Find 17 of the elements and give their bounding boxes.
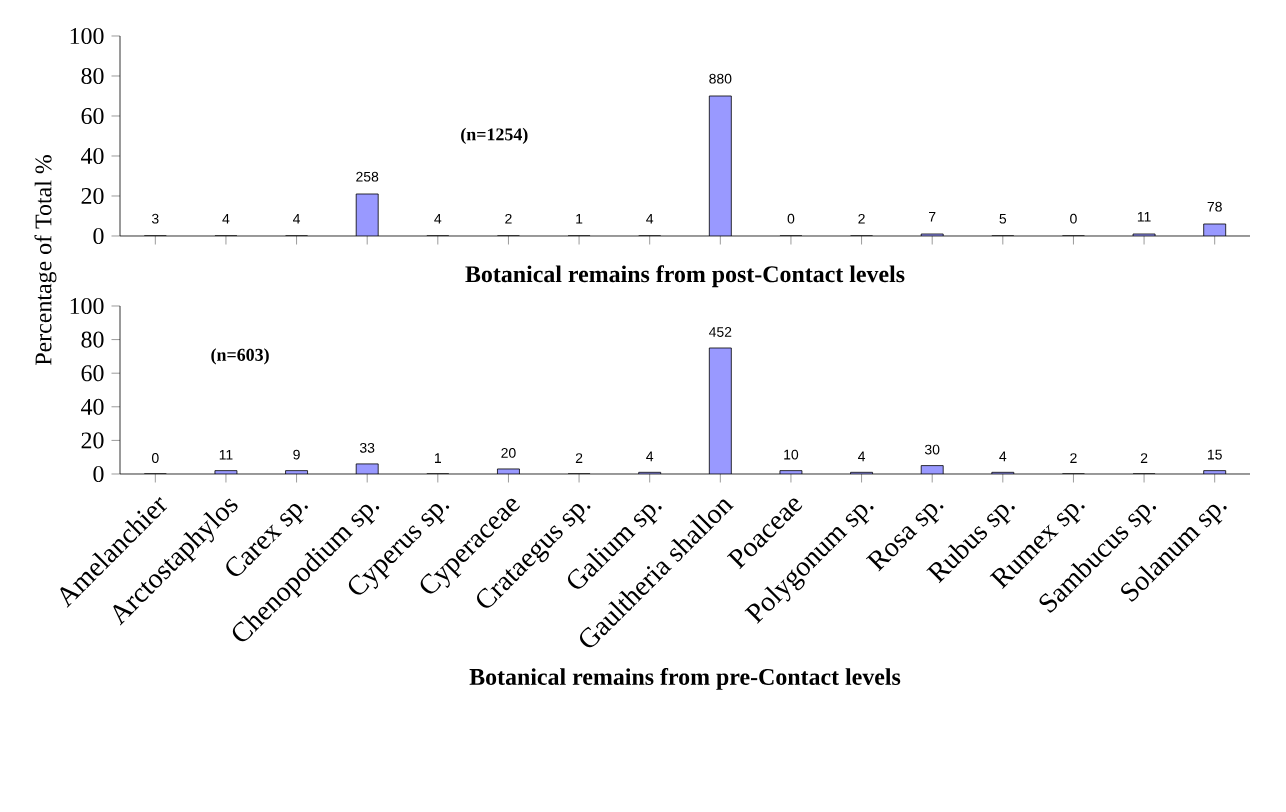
y-tick-label: 20 <box>81 187 104 205</box>
y-tick-label: 40 <box>81 147 104 165</box>
y-axis-title: Percentage of Total % <box>34 155 57 366</box>
x-axis-title: Botanical remains from pre-Contact levels <box>469 667 901 690</box>
y-tick-label: 0 <box>93 227 104 245</box>
y-tick-label: 20 <box>81 432 104 449</box>
y-tick-label: 60 <box>81 365 104 382</box>
x-axis-title: Botanical remains from post-Contact levels <box>465 265 905 288</box>
y-tick-label: 0 <box>93 465 104 483</box>
y-tick-label: 100 <box>70 27 104 45</box>
annotation: (n=1254) <box>461 127 528 145</box>
y-tick-label: 60 <box>81 107 104 125</box>
y-tick-label: 80 <box>81 331 104 348</box>
y-tick-label: 80 <box>81 67 104 85</box>
y-tick-label: 40 <box>81 398 104 415</box>
y-tick-label: 100 <box>70 297 104 315</box>
annotation: (n=603) <box>211 348 269 365</box>
